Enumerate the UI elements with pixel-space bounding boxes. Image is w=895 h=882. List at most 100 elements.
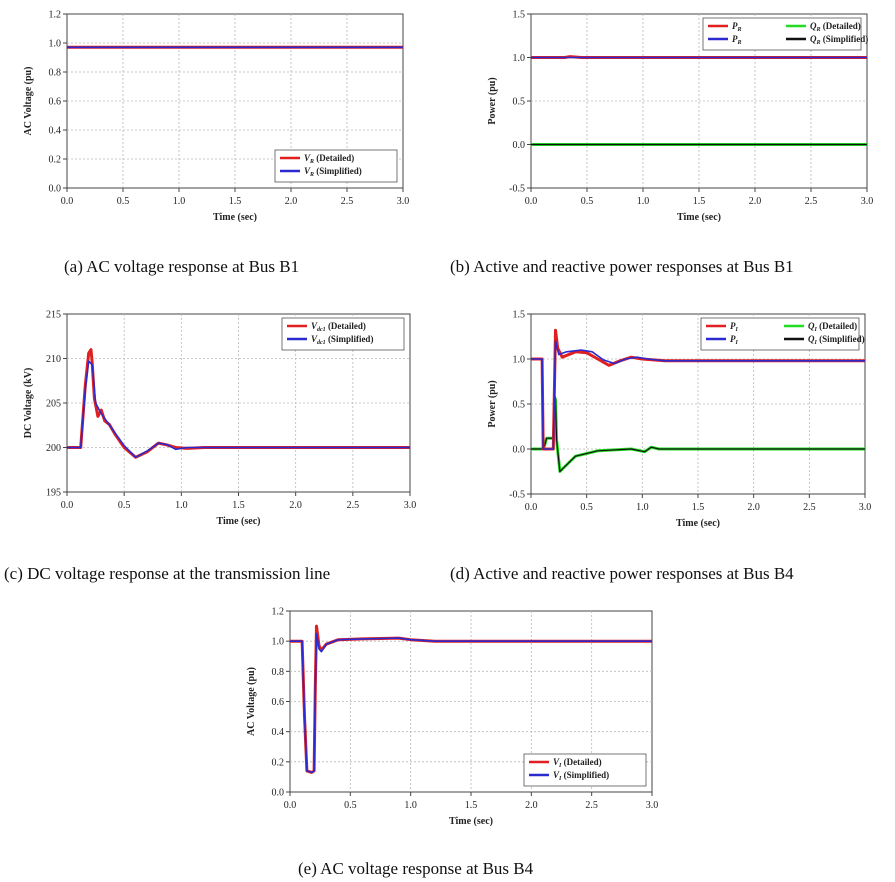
legend-subscript: R: [737, 27, 742, 33]
y-tick-label: 1.5: [513, 10, 526, 21]
legend-subscript: dc1: [317, 340, 326, 346]
y-tick-label: 195: [46, 488, 61, 499]
y-tick-label: 0.2: [49, 155, 62, 166]
legend-entry: QR (Simplified): [810, 34, 868, 46]
legend-symbol: Q: [808, 321, 815, 331]
y-tick-label: 0.5: [513, 400, 526, 411]
legend-symbol: V: [553, 757, 560, 767]
y-axis-label: Power (pu): [487, 77, 498, 124]
legend-entry: VI (Simplified): [553, 770, 609, 782]
legend-b: PR QR (Detailed)PR QR (Simplified): [702, 17, 868, 51]
x-tick-label: 2.0: [747, 502, 760, 513]
x-tick-label: 1.5: [229, 196, 242, 207]
x-tick-label: 2.0: [289, 500, 302, 511]
y-tick-label: 205: [46, 399, 61, 410]
legend-symbol: Q: [810, 21, 817, 31]
x-tick-label: 1.5: [232, 500, 245, 511]
legend-symbol: P: [732, 21, 738, 31]
x-tick-label: 0.5: [580, 502, 593, 513]
legend-subscript: R: [816, 27, 821, 33]
legend-box: [700, 317, 860, 351]
y-tick-label: 1.2: [49, 10, 62, 21]
legend-subscript: I: [558, 763, 562, 769]
x-tick-label: 2.0: [749, 196, 762, 207]
y-tick-label: 0.8: [272, 667, 285, 678]
legend-e: VI (Detailed)VI (Simplified): [523, 753, 647, 787]
x-tick-label: 0.5: [118, 500, 131, 511]
y-tick-label: -0.5: [509, 490, 525, 501]
x-tick-label: 1.5: [465, 800, 478, 811]
x-tick-label: 1.0: [636, 502, 649, 513]
y-tick-label: 1.0: [49, 39, 62, 50]
series-line-d-1: [531, 396, 865, 473]
legend-d: PI QI (Detailed)PI QI (Simplified): [700, 317, 865, 351]
y-tick-label: 210: [46, 354, 61, 365]
legend-text: (Simplified): [561, 770, 609, 780]
x-axis-label: Time (sec): [449, 816, 493, 827]
legend-entry: VR (Simplified): [304, 166, 362, 178]
x-axis-label: Time (sec): [676, 518, 720, 529]
x-tick-label: 0.5: [117, 196, 130, 207]
series-line-c-1: [67, 360, 410, 459]
x-tick-label: 2.0: [285, 196, 298, 207]
legend-subscript: I: [735, 340, 739, 346]
legend-symbol: P: [730, 321, 736, 331]
legend-subscript: R: [737, 40, 742, 46]
y-tick-label: 0.6: [49, 97, 62, 108]
legend-subscript: I: [558, 776, 562, 782]
legend-symbol: V: [304, 166, 311, 176]
legend-subscript: R: [309, 172, 314, 178]
y-tick-label: -0.5: [509, 184, 525, 195]
y-tick-label: 1.0: [272, 637, 285, 648]
x-tick-label: 3.0: [859, 502, 872, 513]
x-tick-label: 0.0: [525, 502, 538, 513]
y-tick-label: 215: [46, 310, 61, 321]
y-tick-label: 0.5: [513, 97, 526, 108]
caption-a: (a) AC voltage response at Bus B1: [64, 257, 300, 276]
legend-symbol: Q: [808, 334, 815, 344]
legend-symbol: P: [730, 334, 736, 344]
legend-entry: VR (Detailed): [304, 153, 354, 165]
x-tick-label: 2.0: [525, 800, 538, 811]
legend-text: (Detailed): [821, 21, 861, 31]
x-tick-label: 3.0: [404, 500, 417, 511]
legend-symbol: V: [553, 770, 560, 780]
legend-text: (Detailed): [817, 321, 857, 331]
x-tick-label: 1.0: [173, 196, 186, 207]
x-tick-label: 0.0: [61, 196, 74, 207]
y-tick-label: 0.0: [513, 140, 526, 151]
y-axis-label: DC Voltage (kV): [23, 368, 34, 439]
y-axis-label: AC Voltage (pu): [246, 667, 257, 736]
x-tick-label: 1.0: [404, 800, 417, 811]
legend-entry: QI (Simplified): [808, 334, 865, 346]
x-tick-label: 2.5: [805, 196, 818, 207]
x-tick-label: 3.0: [861, 196, 874, 207]
y-axis-label: Power (pu): [487, 380, 498, 427]
x-tick-label: 0.0: [525, 196, 538, 207]
legend-c: Vdc1 (Detailed)Vdc1 (Simplified): [281, 317, 405, 351]
y-tick-label: 0.0: [513, 445, 526, 456]
x-tick-label: 1.5: [693, 196, 706, 207]
legend-entry: VI (Detailed): [553, 757, 602, 769]
x-tick-label: 2.5: [585, 800, 598, 811]
y-tick-label: 0.4: [272, 727, 285, 738]
legend-entry: PR: [732, 21, 742, 33]
y-tick-label: 0.8: [49, 68, 62, 79]
y-tick-label: 0.2: [272, 757, 285, 768]
legend-entry: PR: [732, 34, 742, 46]
legend-subscript: R: [309, 159, 314, 165]
legend-subscript: dc1: [317, 327, 326, 333]
x-tick-label: 0.5: [581, 196, 594, 207]
legend-entry: QR (Detailed): [810, 21, 861, 33]
series-line-e-1: [290, 632, 652, 774]
legend-entry: PI: [730, 334, 739, 346]
x-tick-label: 1.0: [637, 196, 650, 207]
legend-symbol: P: [732, 34, 738, 44]
legend-text: (Simplified): [314, 166, 362, 176]
legend-subscript: I: [814, 327, 818, 333]
legend-symbol: V: [304, 153, 311, 163]
